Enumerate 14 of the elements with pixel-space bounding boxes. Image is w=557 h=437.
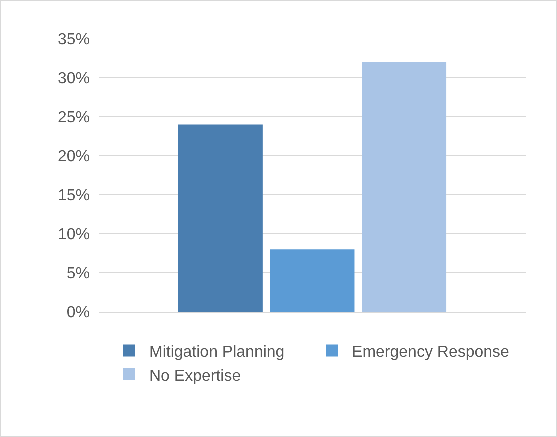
- y-tick-label: 30%: [58, 70, 90, 88]
- bar: [178, 124, 263, 312]
- y-tick-label: 0%: [66, 304, 90, 322]
- legend-label: No Expertise: [150, 368, 242, 385]
- y-tick-label: 25%: [58, 110, 90, 127]
- y-tick-label: 10%: [58, 226, 90, 244]
- legend-label: Mitigation Planning: [150, 344, 285, 361]
- y-tick-label: 15%: [58, 188, 90, 205]
- bar: [270, 250, 355, 312]
- y-tick-label: 5%: [66, 266, 90, 283]
- legend-label: Emergency Response: [352, 344, 510, 361]
- y-tick-label: 20%: [58, 148, 90, 166]
- bar: [362, 62, 447, 312]
- y-tick-label: 35%: [58, 32, 90, 49]
